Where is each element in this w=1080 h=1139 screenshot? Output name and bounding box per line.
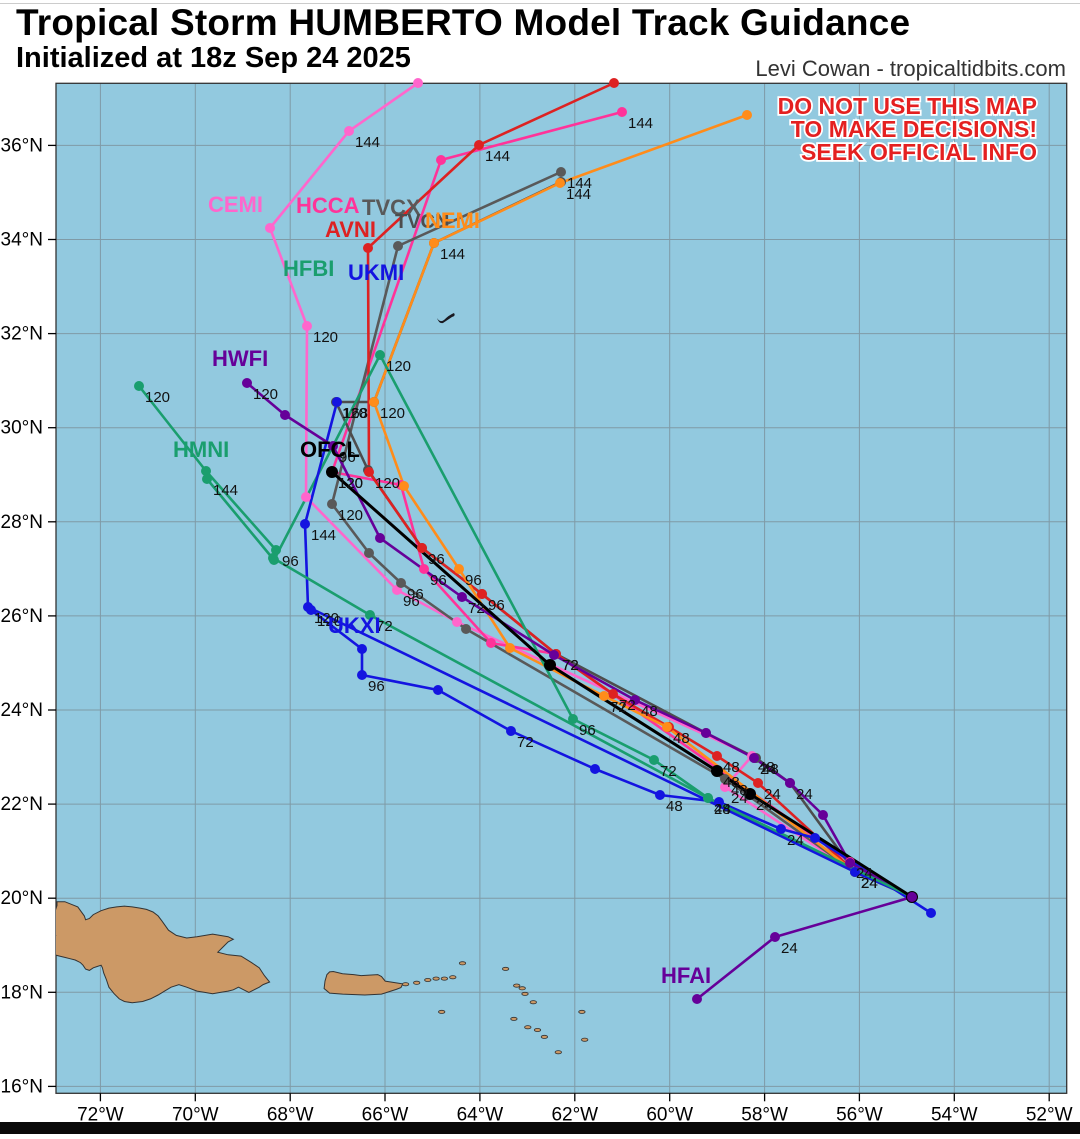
svg-text:72: 72 (562, 657, 579, 674)
svg-text:HFBI: HFBI (283, 256, 334, 281)
svg-text:16°N: 16°N (1, 1076, 43, 1097)
svg-text:HCCA: HCCA (296, 193, 360, 218)
svg-text:96: 96 (465, 572, 482, 589)
svg-text:96: 96 (579, 722, 596, 739)
svg-text:144: 144 (311, 527, 336, 544)
svg-text:60°W: 60°W (646, 1104, 693, 1125)
svg-text:120: 120 (313, 329, 338, 346)
svg-text:24: 24 (756, 797, 773, 814)
svg-text:24: 24 (861, 875, 878, 892)
svg-text:22°N: 22°N (1, 794, 43, 815)
svg-text:48: 48 (673, 730, 690, 747)
svg-text:62°W: 62°W (551, 1104, 598, 1125)
svg-text:72: 72 (610, 699, 627, 716)
svg-text:20°N: 20°N (1, 888, 43, 909)
svg-text:120: 120 (338, 475, 363, 492)
svg-text:70°W: 70°W (172, 1104, 219, 1125)
svg-text:96: 96 (407, 586, 424, 603)
svg-text:58°W: 58°W (741, 1104, 788, 1125)
svg-text:72: 72 (660, 763, 677, 780)
svg-text:96: 96 (488, 597, 505, 614)
svg-text:144: 144 (566, 186, 591, 203)
svg-text:28°N: 28°N (1, 512, 43, 533)
svg-text:120: 120 (386, 358, 411, 375)
svg-text:24: 24 (796, 786, 813, 803)
svg-text:64°W: 64°W (457, 1104, 504, 1125)
svg-text:120: 120 (145, 389, 170, 406)
svg-text:72: 72 (468, 600, 485, 617)
svg-text:72°W: 72°W (77, 1104, 124, 1125)
svg-text:24: 24 (787, 832, 804, 849)
svg-text:144: 144 (440, 246, 465, 263)
svg-text:68°W: 68°W (267, 1104, 314, 1125)
svg-text:AVNI: AVNI (325, 217, 376, 242)
svg-text:54°W: 54°W (931, 1104, 978, 1125)
svg-text:120: 120 (380, 405, 405, 422)
svg-text:30°N: 30°N (1, 418, 43, 439)
svg-text:CEMI: CEMI (208, 192, 263, 217)
svg-text:72: 72 (517, 734, 534, 751)
svg-text:OFCL: OFCL (300, 437, 360, 462)
svg-text:120: 120 (253, 386, 278, 403)
svg-text:24: 24 (714, 801, 731, 818)
svg-text:24: 24 (781, 940, 798, 957)
svg-text:HMNI: HMNI (173, 437, 229, 462)
svg-text:96: 96 (428, 551, 445, 568)
svg-text:120: 120 (338, 507, 363, 524)
svg-text:96: 96 (430, 572, 447, 589)
svg-text:18°N: 18°N (1, 982, 43, 1003)
svg-text:48: 48 (666, 798, 683, 815)
svg-text:32°N: 32°N (1, 324, 43, 345)
svg-text:NEMI: NEMI (425, 208, 480, 233)
svg-text:24°N: 24°N (1, 700, 43, 721)
svg-text:144: 144 (213, 482, 238, 499)
svg-text:144: 144 (485, 148, 510, 165)
svg-text:52°W: 52°W (1026, 1104, 1073, 1125)
svg-text:48: 48 (723, 774, 740, 791)
svg-text:56°W: 56°W (836, 1104, 883, 1125)
svg-text:HWFI: HWFI (212, 346, 268, 371)
svg-text:UKMI: UKMI (348, 260, 404, 285)
svg-text:24: 24 (760, 761, 777, 778)
svg-text:96: 96 (282, 553, 299, 570)
svg-text:48: 48 (641, 703, 658, 720)
svg-text:144: 144 (628, 115, 653, 132)
svg-text:UKXI: UKXI (328, 613, 381, 638)
svg-text:120: 120 (375, 475, 400, 492)
svg-text:34°N: 34°N (1, 230, 43, 251)
svg-text:SEEK OFFICIAL INFO: SEEK OFFICIAL INFO (801, 139, 1037, 165)
svg-text:96: 96 (368, 678, 385, 695)
svg-text:144: 144 (355, 134, 380, 151)
svg-text:168: 168 (343, 405, 368, 422)
svg-text:36°N: 36°N (1, 135, 43, 156)
svg-text:HFAI: HFAI (661, 963, 711, 988)
svg-text:66°W: 66°W (362, 1104, 409, 1125)
svg-text:26°N: 26°N (1, 606, 43, 627)
